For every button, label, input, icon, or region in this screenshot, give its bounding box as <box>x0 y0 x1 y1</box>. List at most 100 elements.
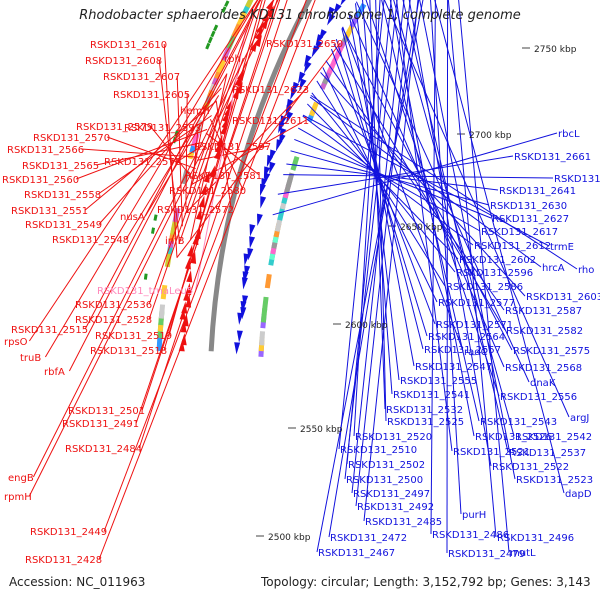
gene-label-layer: 2750 kbp 2700 kbp 2650 kbp 2600 kbp 2550 kbp… <box>2 39 600 566</box>
right-leader-line <box>294 138 492 219</box>
reverse-gene-arrow <box>249 224 256 237</box>
reverse-gene-arrow <box>269 161 276 175</box>
kbp-tick-label: 2750 kbp <box>534 45 577 55</box>
category-block-outer <box>236 10 248 26</box>
right-gene-label: RSKD131_2556 <box>500 392 577 403</box>
forward-gene-arrow <box>182 314 189 327</box>
right-gene-label: RSKD131_2526 <box>475 432 552 443</box>
category-block-inner <box>274 217 283 232</box>
right-gene-label: trmE <box>550 242 574 253</box>
left-gene-label: RSKD131_2650 <box>266 39 343 50</box>
right-leader-line <box>341 28 424 350</box>
right-gene-label: dapD <box>565 489 592 500</box>
leader-line-layer <box>28 0 578 560</box>
right-leader-line <box>369 0 386 410</box>
right-gene-label: RSKD131_2510 <box>340 445 417 456</box>
right-gene-label: purH <box>462 510 486 521</box>
right-gene-label: RSKD131_2521 <box>453 447 530 458</box>
map-footer: Accession: NC_011963 Topology: circular;… <box>0 575 600 593</box>
left-gene-label: nusA <box>120 212 145 223</box>
reverse-gene-arrow <box>340 0 349 6</box>
right-gene-label: RSKD131_2547 <box>415 362 492 373</box>
kbp-tick-label: 2650 kbp <box>400 223 443 233</box>
left-leader-line <box>44 0 259 358</box>
right-leader-line <box>393 0 515 437</box>
right-leader-line <box>383 0 570 418</box>
right-gene-label: RSKD131_2587 <box>505 306 582 317</box>
track-marker <box>205 42 211 50</box>
reverse-gene-arrow <box>236 330 243 343</box>
right-gene-label: radC <box>464 347 488 358</box>
right-gene-label: RSKD131_2577 <box>438 298 515 309</box>
left-leader-line <box>149 125 194 180</box>
reverse-gene-arrow <box>297 71 306 84</box>
left-gene-label: RSKD131_2565 <box>22 161 99 172</box>
category-block-outer <box>170 220 178 236</box>
reverse-gene-arrow <box>242 271 249 284</box>
left-gene-label: rbfA <box>44 367 65 378</box>
category-block-inner <box>262 296 269 312</box>
reverse-gene-arrow <box>263 166 271 179</box>
right-gene-label: RSKD131_2564 <box>428 332 505 343</box>
left-leader-line <box>76 128 208 180</box>
left-gene-label: RSKD131_2579 <box>76 122 153 133</box>
right-leader-line <box>346 0 392 465</box>
right-gene-label: RSKD131_2532 <box>386 405 463 416</box>
category-block-outer <box>245 0 256 8</box>
category-block-outer <box>160 284 168 300</box>
forward-gene-arrow <box>180 320 187 333</box>
left-gene-label: hemH <box>180 106 210 117</box>
forward-gene-arrow <box>195 207 202 221</box>
track-marker <box>207 36 213 44</box>
reverse-gene-arrow <box>234 342 241 355</box>
right-leader-line <box>341 27 513 351</box>
left-gene-label: RSKD131_2548 <box>52 235 129 246</box>
left-leader-line <box>32 0 275 478</box>
right-gene-label: RSKD131_2496 <box>497 533 574 544</box>
right-gene-label: RSKD131_2542 <box>515 432 592 443</box>
left-gene-label: rpmH <box>4 492 32 503</box>
left-gene-label: RSKD131_2611 <box>232 116 309 127</box>
left-gene-label: RSKD131_2560 <box>2 175 79 186</box>
left-gene-label: RSKD131_2515 <box>11 325 88 336</box>
right-gene-label: RSKD131_2522 <box>492 462 569 473</box>
left-gene-label: RSKD131_2610 <box>90 40 167 51</box>
reverse-gene-arrow <box>241 277 248 290</box>
left-leader-line <box>215 101 232 210</box>
right-gene-label: hrcA <box>542 263 565 274</box>
right-gene-label: RSKD131_2541 <box>393 390 470 401</box>
right-leader-line <box>330 48 436 325</box>
forward-gene-arrow <box>181 301 188 314</box>
left-gene-label: RSKD131_2428 <box>25 555 102 566</box>
forward-gene-arrow <box>185 282 192 296</box>
left-leader-line <box>144 95 220 217</box>
right-gene-label: RSKD131_2641 <box>499 186 576 197</box>
left-leader-line <box>135 0 281 424</box>
right-gene-label: RSKD131_2479 <box>448 549 525 560</box>
right-gene-label: RSKD131_2630 <box>490 201 567 212</box>
track-marker <box>213 24 219 32</box>
left-leader-line <box>68 0 262 372</box>
right-leader-line <box>402 0 509 453</box>
right-leader-line <box>342 26 464 352</box>
left-leader-line <box>148 16 253 305</box>
reverse-gene-arrow <box>333 3 342 16</box>
right-gene-label: RSKD131_2575 <box>513 346 590 357</box>
right-gene-label: RSKD131_2557 <box>424 345 501 356</box>
reverse-gene-arrow <box>327 13 336 26</box>
right-gene-label: RSKD131_2661 <box>514 152 591 163</box>
right-leader-line <box>458 0 510 553</box>
left-gene-label: RSKD131_2572 <box>157 205 234 216</box>
right-gene-label: RSKD131_2467 <box>318 548 395 559</box>
left-gene-label: truB <box>20 353 41 364</box>
left-gene-label: engB <box>8 473 34 484</box>
right-leader-line <box>316 0 424 553</box>
category-block-inner <box>264 273 272 289</box>
left-leader-line <box>177 145 203 162</box>
accession-text: Accession: NC_011963 <box>9 575 146 589</box>
reverse-gene-arrow <box>303 54 312 68</box>
right-gene-label: RSKD131_2571 <box>436 320 513 331</box>
category-block-inner <box>285 172 295 188</box>
left-leader-line <box>158 59 180 242</box>
